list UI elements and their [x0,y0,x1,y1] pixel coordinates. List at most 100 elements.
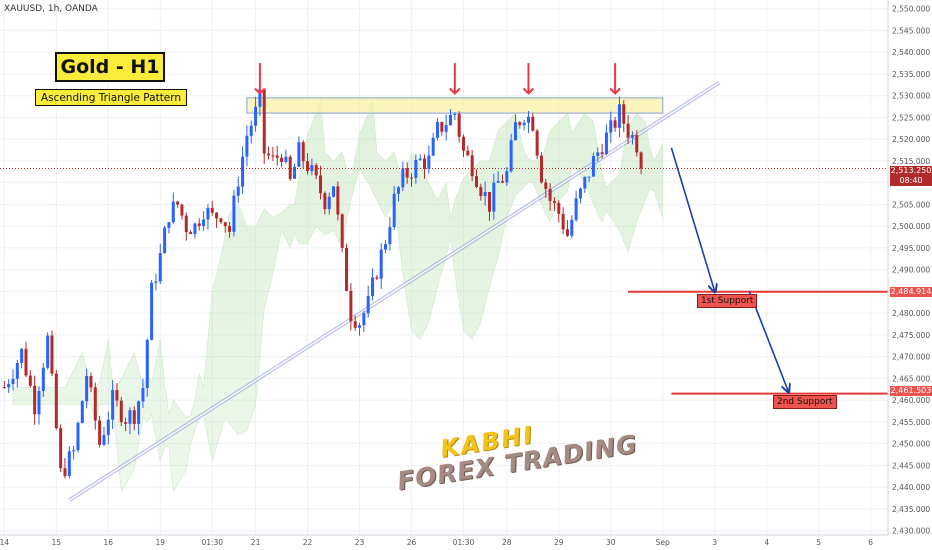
candle-body [388,227,392,245]
candle-body [414,159,418,178]
support1-price-tag: 2,484.914 [890,287,932,297]
candle-body [245,135,249,157]
price-tick-label: 2,465.000 [892,374,930,383]
candle-body [371,277,375,297]
candle-body [132,410,136,424]
current-price-value: 2,513.250 [890,166,932,175]
candle-body [24,348,28,376]
ascending-trendline[interactable] [68,80,721,502]
candle-body [50,335,54,374]
price-tick-label: 2,505.000 [892,200,930,209]
candle-body [622,104,626,124]
candle-body [267,153,271,156]
candle-body [635,135,639,153]
candle-body [630,135,634,138]
candle-body [596,152,600,157]
price-tick-label: 2,480.000 [892,309,930,318]
price-axis[interactable]: 2,550.000 2,545.000 2,540.000 2,535.000 2,53… [887,0,932,550]
time-tick-label: 6 [868,538,873,547]
candle-body [405,168,409,178]
candle-body [249,125,253,136]
ticker-label: XAUUSD, 1h, OANDA [4,4,98,14]
candle-body [228,226,232,232]
resistance-zone[interactable] [246,97,664,114]
candle-body [483,192,487,196]
candle-body [163,227,167,254]
price-tick-label: 2,540.000 [892,48,930,57]
resistance-arrow-head [522,87,535,95]
bar-countdown: 08:40 [899,176,923,185]
candle-body [115,389,119,401]
time-tick-label: 23 [355,538,365,547]
candle-body [241,156,245,187]
candle-body [500,181,504,183]
candle-body [513,122,517,141]
candle-body [591,156,595,177]
candle-body [145,339,149,389]
candle-body [323,193,327,210]
time-tick-label: 29 [554,538,564,547]
candle-body [366,296,370,314]
time-tick-label: 01:30 [453,538,475,547]
candle-body [474,176,478,187]
candle-body [11,378,15,384]
candle-body [154,281,158,283]
candlestick-series [2,82,643,479]
price-tick-label: 2,470.000 [892,353,930,362]
candle-body [67,451,71,476]
candle-body [102,434,106,445]
candle-body [574,198,578,220]
time-axis[interactable]: 14 15 16 19 01:30 21 22 23 26 01:30 28 29 30 Sep 3 4 5 6 [0,534,888,547]
candle-body [306,161,310,172]
candle-body [314,165,318,176]
candle-body [626,123,630,138]
candle-body [565,229,569,236]
resistance-arrow-head [609,87,621,95]
candle-body [444,125,448,132]
candle-body [150,282,154,340]
time-tick-label: 22 [303,538,313,547]
candle-body [72,450,76,452]
candle-body [353,321,357,328]
candle-body [124,422,128,424]
candle-body [7,383,11,388]
candle-body [379,249,383,279]
candle-body [336,186,340,215]
price-tick-label: 2,535.000 [892,70,930,79]
candle-body [80,401,84,423]
candle-body [189,232,193,235]
price-tick-label: 2,525.000 [892,113,930,122]
candle-body [375,277,379,279]
candle-body [453,113,457,115]
candle-body [557,202,561,214]
support1-label: 1st Support [697,294,758,308]
resistance-rect [246,97,664,114]
candle-body [466,150,470,156]
candle-body [89,375,93,388]
candle-body [440,122,444,132]
support-lines[interactable] [0,168,888,395]
candle-body [275,155,279,158]
candle-body [37,391,41,415]
time-tick-label: 01:30 [201,538,223,547]
time-tick-label: 26 [407,538,417,547]
candle-body [301,142,305,162]
price-tick-label: 2,430.000 [892,527,930,536]
candle-body [167,222,171,228]
resistance-arrow-head [449,87,461,95]
candle-body [548,188,552,201]
candle-body [206,207,210,220]
candle-body [137,401,141,424]
candle-body [93,387,97,421]
price-tick-label: 2,495.000 [892,244,930,253]
candle-body [613,120,617,128]
candle-body [54,373,58,429]
annotation-arrows [254,63,788,391]
candle-body [397,187,401,194]
candle-body [63,468,67,476]
candle-body [418,158,422,160]
candle-body [358,325,362,328]
candle-body [310,165,314,172]
time-tick-label: 21 [251,538,261,547]
